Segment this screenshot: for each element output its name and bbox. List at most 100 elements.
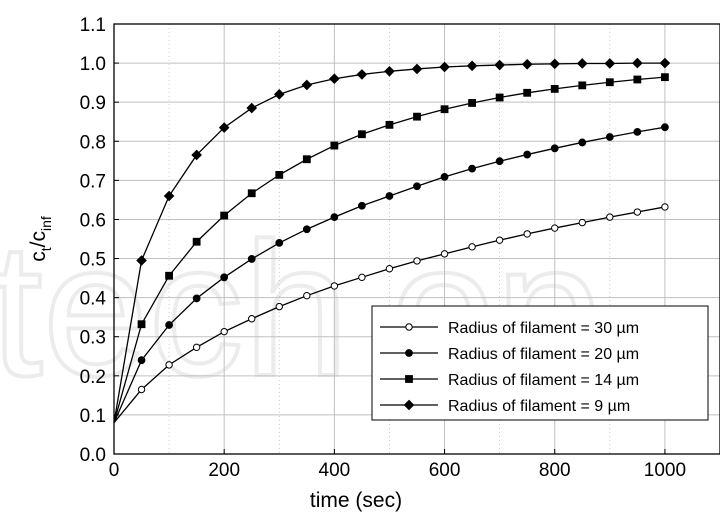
data-point: [273, 89, 285, 100]
y-axis-title-sub2: inf: [38, 216, 54, 231]
y-tick-label: 0.9: [80, 93, 106, 114]
legend-entry: Radius of filament = 9 µm: [380, 398, 630, 415]
data-point: [218, 122, 230, 133]
y-tick-label: 0.4: [80, 289, 107, 310]
legend-entry: Radius of filament = 30 µm: [380, 320, 639, 337]
y-tick-label: 0.3: [80, 328, 106, 349]
data-point: [549, 58, 561, 70]
data-point: [661, 73, 669, 82]
svg-text:tech: tech: [0, 204, 349, 416]
data-point: [247, 255, 256, 263]
data-point: [551, 224, 559, 232]
y-tick-label: 0.6: [80, 210, 106, 231]
data-point: [606, 213, 614, 221]
data-point: [633, 208, 642, 216]
data-point: [576, 58, 588, 69]
data-point: [358, 273, 366, 282]
data-point: [136, 255, 147, 266]
y-axis-title-main: c: [27, 251, 50, 262]
data-point: [413, 112, 421, 121]
series-2: [113, 123, 669, 423]
data-point: [521, 58, 533, 70]
legend-marker: [405, 349, 413, 357]
y-axis-title: ct/cinf: [27, 216, 54, 262]
data-point: [358, 201, 366, 210]
data-point: [413, 182, 421, 191]
series-3: [113, 73, 669, 423]
y-tick-label: 1.0: [80, 54, 106, 75]
data-point: [550, 84, 559, 93]
data-point: [356, 69, 368, 80]
data-point: [495, 236, 504, 244]
legend-label: Radius of filament = 9 µm: [448, 398, 630, 415]
legend-marker: [403, 399, 415, 411]
data-point: [523, 230, 531, 238]
data-point: [494, 59, 505, 71]
data-point: [440, 105, 449, 114]
data-point: [578, 81, 587, 90]
data-point: [385, 192, 394, 200]
data-point: [468, 243, 476, 251]
x-tick-label: 0: [109, 460, 120, 481]
data-point: [466, 60, 478, 72]
data-point: [192, 343, 201, 351]
y-axis-title-sub1: t: [38, 247, 54, 251]
x-tick-label: 400: [319, 460, 351, 481]
series-4: [113, 57, 671, 423]
data-point: [468, 99, 476, 107]
x-axis: 0 200 400 600 800 1000: [109, 449, 686, 481]
data-point: [329, 73, 340, 85]
y-tick-label: 0.8: [80, 132, 106, 153]
x-tick-label: 200: [208, 460, 240, 481]
data-point: [275, 170, 284, 179]
data-point: [192, 294, 201, 303]
legend: Radius of filament = 30 µm Radius of fila…: [371, 305, 709, 421]
data-point: [605, 78, 614, 87]
data-point: [440, 172, 449, 181]
data-point: [659, 57, 671, 69]
data-point: [439, 61, 450, 73]
data-point: [192, 237, 201, 246]
x-tick-label: 600: [429, 460, 461, 481]
y-tick-label: 0.1: [80, 406, 106, 427]
data-point: [220, 273, 229, 282]
data-point: [661, 123, 669, 132]
data-point: [246, 102, 258, 114]
legend-box: [371, 305, 709, 421]
data-point: [330, 141, 339, 150]
data-point: [163, 190, 175, 202]
data-point: [633, 75, 642, 84]
legend-entry: Radius of filament = 20 µm: [380, 346, 639, 363]
legend-entry: Radius of filament = 14 µm: [380, 372, 639, 389]
data-point: [165, 361, 173, 369]
data-point: [413, 257, 421, 265]
series-layer: [113, 57, 671, 424]
legend-label: Radius of filament = 30 µm: [448, 320, 639, 337]
data-point: [247, 189, 256, 198]
data-point: [385, 265, 394, 273]
data-point: [220, 327, 228, 336]
y-tick-label: 0.7: [80, 171, 106, 192]
data-point: [191, 149, 202, 161]
data-point: [495, 157, 504, 166]
data-point: [385, 120, 394, 129]
data-point: [468, 164, 476, 173]
data-point: [523, 150, 532, 159]
data-point: [220, 211, 229, 220]
data-point: [137, 385, 146, 394]
data-point: [495, 93, 504, 102]
y-tick-label: 1.1: [80, 15, 106, 36]
data-point: [550, 144, 559, 153]
data-point: [302, 155, 311, 164]
y-tick-label: 0.5: [80, 250, 106, 271]
data-point: [604, 58, 616, 69]
x-axis-title: time (sec): [310, 489, 402, 512]
data-point: [137, 356, 146, 365]
data-point: [137, 320, 146, 329]
legend-marker: [405, 323, 413, 331]
data-point: [275, 302, 283, 311]
data-point: [330, 213, 339, 222]
data-point: [303, 291, 311, 300]
legend-label: Radius of filament = 20 µm: [448, 346, 639, 363]
legend-label: Radius of filament = 14 µm: [448, 372, 639, 389]
